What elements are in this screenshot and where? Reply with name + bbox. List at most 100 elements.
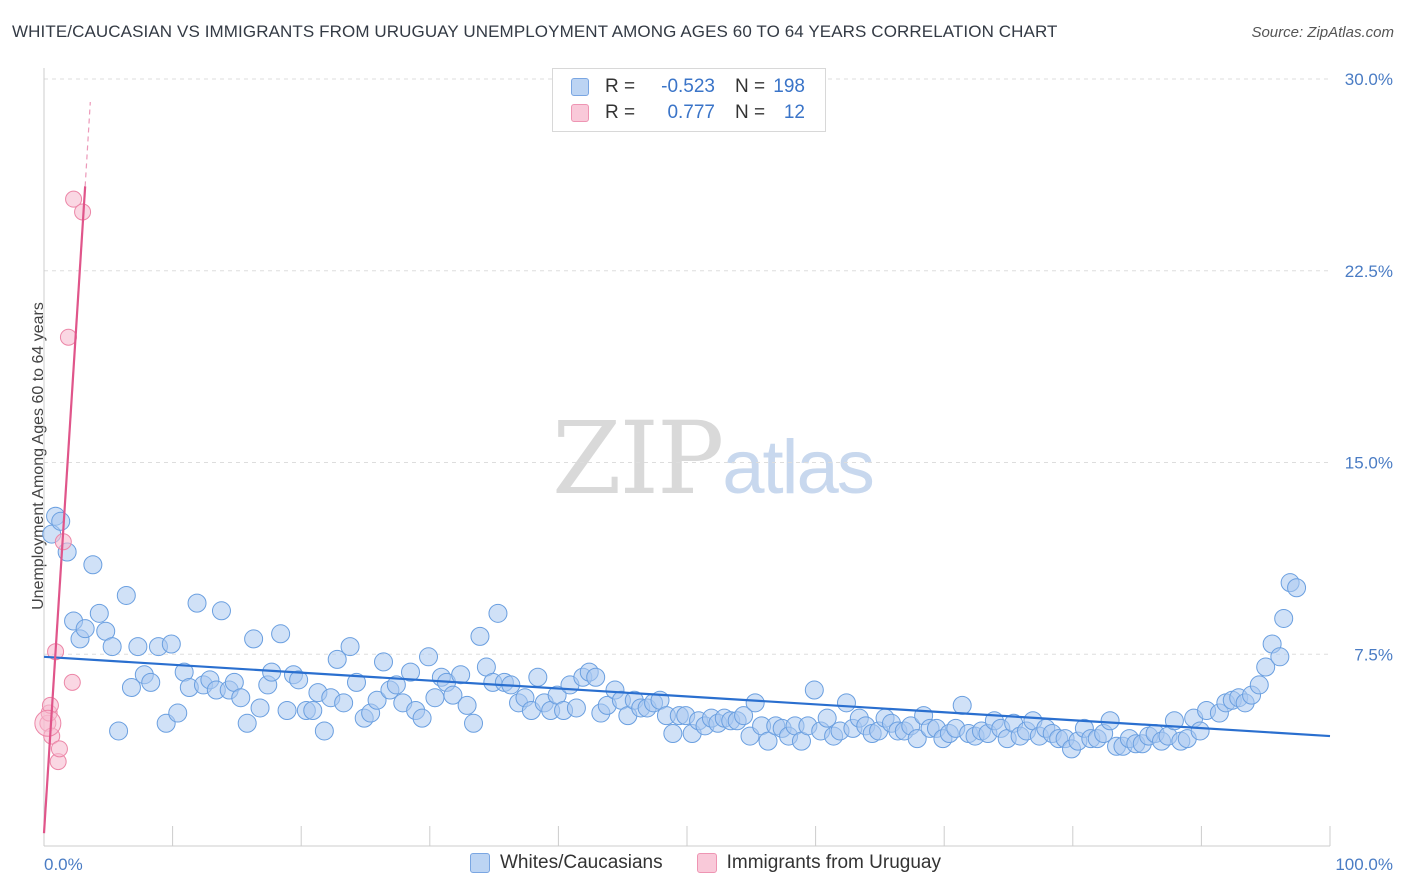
point-whites [1190, 721, 1210, 741]
point-whites [51, 511, 71, 531]
series-legend: Whites/Caucasians Immigrants from Urugua… [470, 852, 975, 874]
point-uruguay [63, 673, 81, 691]
point-whites [804, 680, 824, 700]
point-whites [528, 667, 548, 687]
legend-label-whites: Whites/Caucasians [500, 852, 663, 873]
point-whites [758, 731, 778, 751]
point-whites [1274, 608, 1294, 628]
point-whites [425, 688, 445, 708]
watermark-zip: ZIP [552, 400, 724, 517]
point-uruguay [50, 740, 68, 758]
point-whites [586, 667, 606, 687]
point-whites [745, 693, 765, 713]
point-whites [327, 649, 347, 669]
legend-n-value: 198 [773, 76, 805, 97]
y-tick-label: 7.5% [1354, 645, 1393, 664]
point-whites [1270, 647, 1290, 667]
legend-swatch-blue [470, 853, 490, 873]
point-whites [116, 585, 136, 605]
trend-lines [42, 101, 1331, 834]
point-whites [1100, 711, 1120, 731]
point-whites [83, 555, 103, 575]
series-whites-points [42, 506, 1307, 759]
point-whites [271, 624, 291, 644]
point-whites [231, 688, 251, 708]
point-whites [161, 634, 181, 654]
point-whites [1287, 578, 1307, 598]
legend-swatch-pink [696, 853, 717, 873]
trend-line-uruguay [42, 186, 87, 834]
point-whites [244, 629, 264, 649]
point-whites [346, 672, 366, 692]
point-whites [488, 603, 508, 623]
point-whites [128, 637, 148, 657]
legend-n-value: 12 [783, 102, 805, 123]
legend-item-whites: Whites/Caucasians [470, 852, 663, 874]
point-whites [367, 690, 387, 710]
point-whites [1249, 675, 1269, 695]
legend-row-whites: R = -0.523 N = 198 [571, 75, 805, 99]
point-whites [121, 677, 141, 697]
grid-lines [44, 78, 1330, 655]
series-uruguay-points [34, 190, 92, 771]
legend-item-uruguay: Immigrants from Uruguay [696, 852, 941, 874]
point-whites [817, 708, 837, 728]
legend-swatch-blue [571, 78, 589, 96]
point-whites [412, 708, 432, 728]
y-tick-label: 22.5% [1345, 262, 1393, 281]
point-whites [334, 693, 354, 713]
legend-label-uruguay: Immigrants from Uruguay [726, 852, 941, 873]
point-whites [457, 695, 477, 715]
point-whites [663, 724, 683, 744]
point-uruguay [59, 328, 77, 346]
point-whites [470, 626, 490, 646]
legend-r-label: R = [605, 102, 636, 123]
point-whites [314, 721, 334, 741]
point-uruguay-cluster [34, 709, 62, 737]
point-whites [75, 619, 95, 639]
legend-r-label: R = [605, 76, 636, 97]
y-tick-label: 30.0% [1345, 70, 1393, 89]
point-whites [250, 698, 270, 718]
point-whites [401, 662, 421, 682]
point-whites [566, 698, 586, 718]
point-whites [443, 685, 463, 705]
point-whites [952, 695, 972, 715]
correlation-legend: R = -0.523 N = 198 R = 0.777 N = 12 [552, 68, 826, 132]
point-whites [168, 703, 188, 723]
point-whites [1256, 657, 1276, 677]
point-whites [277, 700, 297, 720]
point-whites [141, 672, 161, 692]
legend-n-label: N = [735, 76, 766, 97]
point-whites [836, 693, 856, 713]
legend-n-label: N = [735, 102, 766, 123]
legend-r-value: -0.523 [661, 76, 715, 97]
point-whites [907, 729, 927, 749]
point-whites [102, 637, 122, 657]
point-whites [734, 706, 754, 726]
legend-row-uruguay: R = 0.777 N = 12 [571, 101, 805, 125]
legend-r-value: 0.777 [667, 102, 715, 123]
point-whites [237, 713, 257, 733]
point-whites [374, 652, 394, 672]
point-whites [340, 637, 360, 657]
trend-line-uruguay-extension [84, 101, 91, 187]
watermark: ZIPatlas [552, 400, 875, 517]
point-whites [464, 713, 484, 733]
point-whites [419, 647, 439, 667]
point-whites [386, 675, 406, 695]
watermark-atlas: atlas [722, 425, 875, 510]
point-whites [187, 593, 207, 613]
source-label: Source: ZipAtlas.com [1251, 24, 1394, 41]
point-whites [89, 603, 109, 623]
point-whites [451, 665, 471, 685]
y-tick-label: 15.0% [1345, 454, 1393, 473]
point-whites [289, 670, 309, 690]
x-tick-label-max: 100.0% [1335, 855, 1393, 874]
tick-labels: 7.5% 15.0% 22.5% 30.0% 0.0% 100.0% [44, 70, 1393, 874]
trend-line-whites [43, 655, 1331, 738]
point-whites [211, 601, 231, 621]
chart-title: WHITE/CAUCASIAN VS IMMIGRANTS FROM URUGU… [12, 22, 1058, 41]
x-tick-label-min: 0.0% [44, 855, 83, 874]
